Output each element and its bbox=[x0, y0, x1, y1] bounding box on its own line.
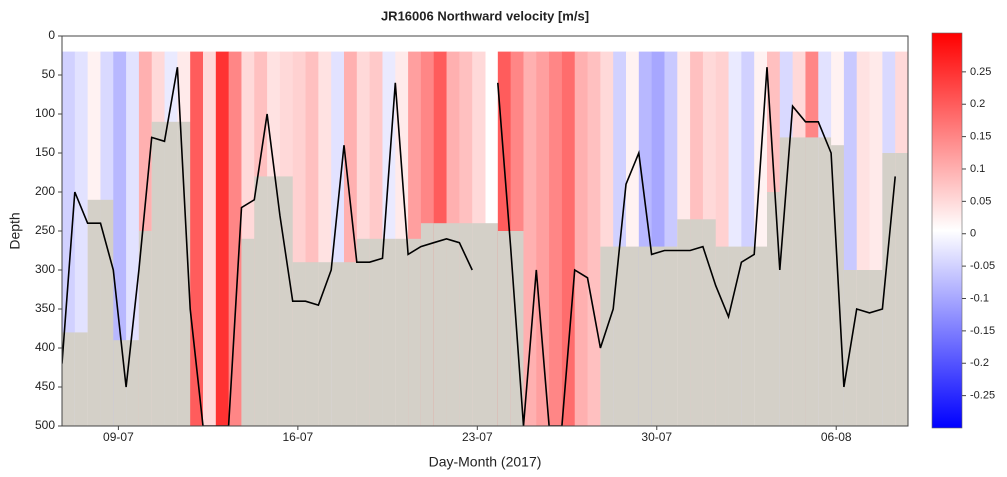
colorbar-tick-label: 0.2 bbox=[970, 98, 985, 110]
chart-title: JR16006 Northward velocity [m/s] bbox=[381, 8, 589, 23]
seabed-mask bbox=[715, 246, 730, 426]
colorbar-tick-label: -0.25 bbox=[970, 390, 995, 402]
y-tick-label: 500 bbox=[35, 418, 55, 432]
seabed-mask bbox=[626, 246, 640, 426]
seabed-mask bbox=[702, 219, 717, 426]
colorbar bbox=[931, 32, 963, 429]
seabed-mask bbox=[279, 176, 294, 426]
velocity-cell bbox=[587, 51, 601, 426]
y-tick-label: 400 bbox=[35, 340, 55, 354]
seabed-mask bbox=[177, 121, 191, 426]
seabed-mask bbox=[433, 223, 448, 426]
colorbar-tick-label: -0.2 bbox=[970, 357, 989, 369]
seabed-mask bbox=[728, 246, 742, 426]
seabed-mask bbox=[638, 246, 653, 426]
seabed-mask bbox=[408, 238, 422, 426]
y-tick-label: 200 bbox=[35, 184, 55, 198]
colorbar-tick-label: -0.05 bbox=[970, 260, 995, 272]
seabed-mask bbox=[677, 219, 691, 426]
seabed-mask bbox=[267, 176, 281, 426]
y-tick-label: 0 bbox=[48, 28, 55, 42]
colorbar-tick-label: 0.25 bbox=[970, 66, 991, 78]
seabed-mask bbox=[856, 270, 871, 426]
seabed-mask bbox=[420, 223, 435, 426]
seabed-mask bbox=[779, 137, 794, 426]
y-tick-label: 250 bbox=[35, 223, 55, 237]
seabed-mask bbox=[664, 246, 678, 426]
seabed-mask bbox=[613, 246, 627, 426]
seabed-mask bbox=[818, 137, 832, 426]
seabed-mask bbox=[895, 153, 908, 426]
y-tick-label: 150 bbox=[35, 145, 55, 159]
velocity-cell bbox=[215, 51, 230, 426]
seabed-mask bbox=[126, 340, 140, 426]
seabed-mask bbox=[305, 262, 319, 426]
seabed-mask bbox=[485, 223, 499, 426]
seabed-mask bbox=[767, 192, 781, 426]
velocity-cell bbox=[549, 51, 563, 426]
seabed-mask bbox=[164, 121, 178, 426]
seabed-mask bbox=[318, 262, 332, 426]
seabed-mask bbox=[600, 246, 614, 426]
seabed-mask bbox=[241, 238, 255, 426]
x-axis-label: Day-Month (2017) bbox=[429, 454, 542, 470]
seabed-mask bbox=[356, 238, 371, 426]
x-tick-label: 06-08 bbox=[821, 430, 852, 444]
colorbar-tick-label: 0.05 bbox=[970, 195, 991, 207]
seabed-mask bbox=[882, 153, 896, 426]
seabed-mask bbox=[254, 176, 268, 426]
velocity-cell bbox=[113, 51, 127, 426]
seabed-mask bbox=[382, 238, 396, 426]
seabed-mask bbox=[869, 270, 883, 426]
seabed-mask bbox=[74, 332, 89, 426]
y-tick-label: 300 bbox=[35, 262, 55, 276]
seabed-mask bbox=[805, 137, 819, 426]
seabed-mask bbox=[138, 231, 153, 426]
x-tick-label: 23-07 bbox=[462, 430, 493, 444]
seabed-mask bbox=[100, 199, 114, 426]
y-tick-label: 450 bbox=[35, 379, 55, 393]
seabed-mask bbox=[87, 199, 101, 426]
seabed-mask bbox=[651, 246, 665, 426]
velocity-cell bbox=[536, 51, 550, 426]
velocity-cell bbox=[203, 51, 217, 426]
velocity-cell bbox=[561, 51, 576, 426]
seabed-mask bbox=[151, 121, 166, 426]
seabed-mask bbox=[472, 223, 486, 426]
seabed-mask bbox=[446, 223, 460, 426]
seabed-mask bbox=[292, 262, 307, 426]
colorbar-tick-label: 0.1 bbox=[970, 163, 985, 175]
seabed-mask bbox=[690, 219, 704, 426]
seabed-mask bbox=[331, 262, 345, 426]
y-tick-label: 350 bbox=[35, 301, 55, 315]
velocity-cell bbox=[228, 51, 242, 426]
seabed-mask bbox=[395, 238, 409, 426]
colorbar-tick-label: -0.15 bbox=[970, 325, 995, 337]
colorbar-tick-label: 0 bbox=[970, 228, 976, 240]
x-tick-label: 09-07 bbox=[103, 430, 134, 444]
colorbar-tick-label: -0.1 bbox=[970, 292, 989, 304]
seabed-mask bbox=[792, 137, 806, 426]
velocity-cell bbox=[126, 51, 140, 426]
y-tick-label: 100 bbox=[35, 106, 55, 120]
x-tick-label: 16-07 bbox=[283, 430, 314, 444]
seabed-mask bbox=[369, 238, 383, 426]
seabed-mask bbox=[741, 246, 755, 426]
seabed-mask bbox=[497, 231, 512, 426]
x-tick-label: 30-07 bbox=[641, 430, 672, 444]
plot-area bbox=[62, 51, 908, 426]
velocity-cell bbox=[574, 51, 589, 426]
track-depth-line bbox=[62, 67, 896, 426]
seabed-mask bbox=[754, 246, 768, 426]
seabed-mask bbox=[459, 223, 473, 426]
colorbar-tick-label: 0.15 bbox=[970, 131, 991, 143]
seabed-mask bbox=[344, 262, 358, 426]
seabed-mask bbox=[113, 340, 127, 426]
y-axis-label: Depth bbox=[7, 212, 23, 249]
seabed-mask bbox=[62, 332, 76, 426]
y-tick-label: 50 bbox=[42, 67, 56, 81]
velocity-cell bbox=[523, 51, 537, 426]
